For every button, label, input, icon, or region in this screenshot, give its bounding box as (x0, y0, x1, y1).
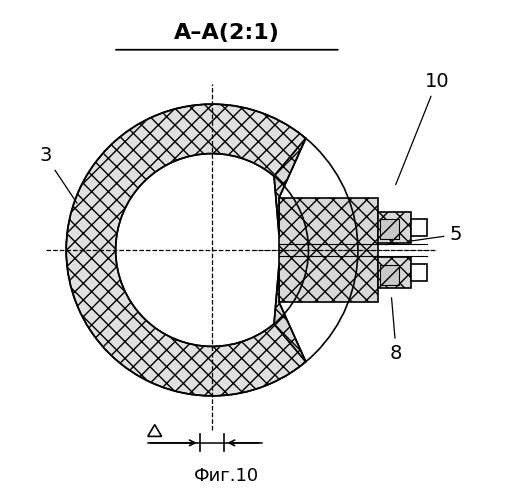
Text: 5: 5 (385, 225, 462, 244)
Bar (412, 219, 427, 236)
Text: 8: 8 (390, 298, 402, 363)
Bar (380, 265, 399, 285)
Bar (380, 219, 399, 239)
Bar (378, 212, 412, 242)
Text: 10: 10 (396, 72, 449, 184)
Text: Фиг.10: Фиг.10 (195, 467, 259, 485)
Polygon shape (274, 266, 306, 362)
Bar (412, 264, 427, 281)
Bar (279, 198, 378, 302)
Bar (378, 258, 412, 288)
Wedge shape (66, 104, 306, 396)
Text: А–А(2:1): А–А(2:1) (174, 22, 280, 42)
Text: 3: 3 (39, 146, 77, 203)
Polygon shape (274, 138, 306, 234)
